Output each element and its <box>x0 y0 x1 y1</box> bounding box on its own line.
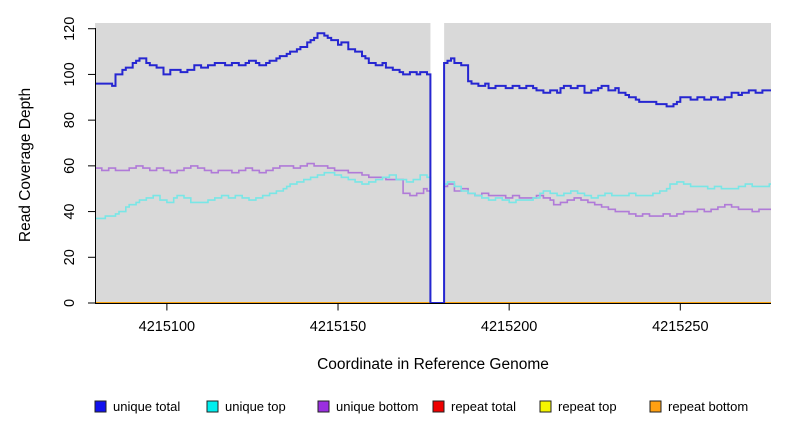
y-tick-label: 20 <box>62 249 78 265</box>
x-axis-ticks: 4215100 4215150 4215200 4215250 <box>139 303 709 335</box>
x-tick-label: 4215150 <box>310 319 366 335</box>
y-tick-label: 80 <box>62 112 78 128</box>
y-axis-ticks: 0 20 40 60 80 100 120 <box>62 17 95 307</box>
y-tick-label: 60 <box>62 158 78 174</box>
legend-swatch-unique-bottom <box>317 400 330 413</box>
y-tick-label: 0 <box>62 299 78 307</box>
series-line-unique-top <box>95 171 771 304</box>
gap-region <box>430 23 445 303</box>
legend-swatch-repeat-bottom <box>649 400 662 413</box>
y-tick-label: 100 <box>62 62 78 86</box>
x-axis-title: Coordinate in Reference Genome <box>317 356 549 373</box>
legend-label-repeat-top: repeat top <box>558 399 617 414</box>
y-tick-label: 40 <box>62 204 78 220</box>
x-tick-label: 4215200 <box>481 319 537 335</box>
legend-label-unique-top: unique top <box>225 399 286 414</box>
legend-label-repeat-total: repeat total <box>451 399 516 414</box>
y-tick-label: 120 <box>62 17 78 41</box>
legend-swatch-unique-total <box>94 400 107 413</box>
y-axis-title: Read Coverage Depth <box>17 88 34 242</box>
legend-swatch-repeat-total <box>432 400 445 413</box>
series-line-unique-total <box>95 32 771 304</box>
x-tick-label: 4215250 <box>652 319 708 335</box>
legend-label-repeat-bottom: repeat bottom <box>668 399 748 414</box>
legend-label-unique-bottom: unique bottom <box>336 399 418 414</box>
x-tick-label: 4215100 <box>139 319 195 335</box>
legend-label-unique-total: unique total <box>113 399 180 414</box>
chart-legend: unique total unique top unique bottom repea… <box>94 399 748 414</box>
legend-swatch-unique-top <box>206 400 219 413</box>
legend-swatch-repeat-top <box>539 400 552 413</box>
